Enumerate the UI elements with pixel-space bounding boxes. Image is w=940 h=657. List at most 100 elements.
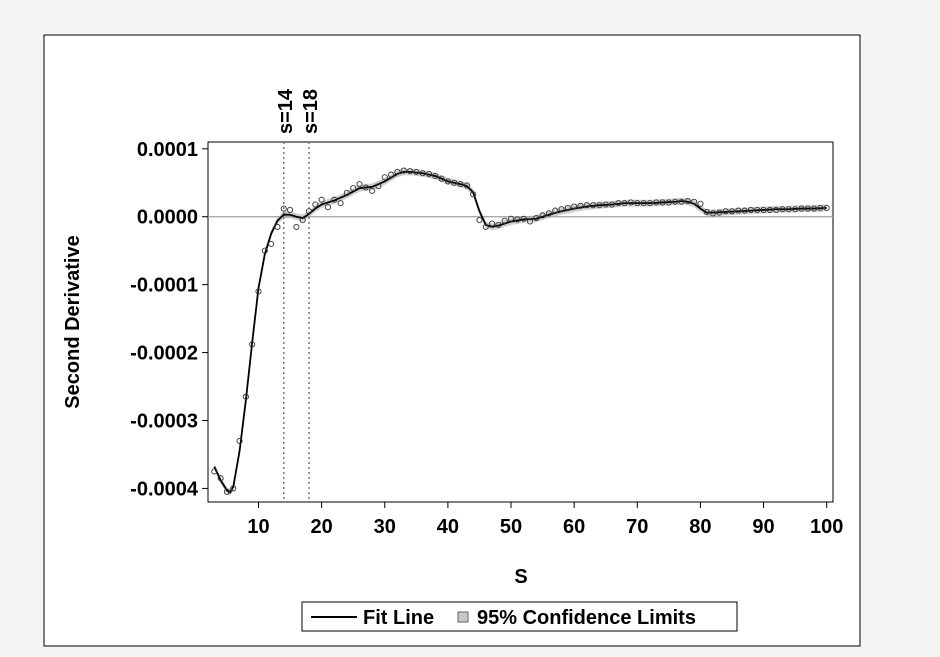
- data-point: [356, 181, 363, 188]
- data-point: [659, 199, 666, 206]
- data-point: [766, 206, 773, 213]
- data-point: [697, 200, 704, 207]
- data-point: [823, 204, 830, 211]
- data-point: [640, 200, 647, 207]
- data-point: [406, 168, 414, 175]
- data-point: [369, 187, 376, 194]
- data-point: [217, 475, 224, 482]
- data-point: [457, 181, 464, 188]
- x-tick-label: 30: [374, 516, 396, 538]
- x-tick-label: 60: [563, 516, 585, 538]
- data-point: [230, 485, 237, 492]
- data-point: [343, 189, 350, 196]
- data-point: [747, 206, 754, 213]
- data-point: [274, 223, 281, 230]
- data-point: [501, 217, 508, 224]
- data-point: [672, 198, 679, 205]
- data-point: [722, 208, 729, 215]
- data-point: [691, 198, 698, 205]
- data-point: [817, 204, 824, 211]
- data-point: [798, 205, 805, 212]
- data-point: [476, 217, 483, 224]
- data-point: [773, 206, 780, 213]
- data-point: [451, 179, 458, 186]
- y-tick-label: -0.0004: [130, 478, 199, 500]
- x-tick-label: 70: [626, 516, 648, 538]
- data-point: [703, 208, 710, 216]
- data-point: [539, 212, 546, 219]
- data-point: [312, 201, 319, 208]
- x-tick-label: 80: [689, 516, 711, 538]
- data-point: [653, 199, 660, 206]
- data-point: [792, 206, 799, 213]
- data-point: [463, 182, 470, 189]
- data-point: [375, 183, 382, 190]
- data-point: [804, 205, 811, 212]
- data-point: [388, 171, 395, 178]
- data-point: [627, 199, 635, 206]
- data-point: [785, 206, 792, 213]
- data-point: [438, 175, 445, 182]
- data-point: [583, 202, 590, 209]
- x-tick-label: 90: [752, 516, 774, 538]
- data-point: [381, 174, 388, 181]
- data-point: [710, 210, 717, 217]
- data-point: [400, 167, 407, 174]
- data-point: [665, 199, 672, 206]
- data-point: [268, 240, 275, 247]
- data-point: [602, 201, 609, 208]
- data-point: [811, 205, 818, 212]
- data-point: [741, 207, 748, 214]
- data-point: [261, 247, 268, 254]
- data-point: [318, 196, 325, 203]
- legend-label-confidence: 95% Confidence Limits: [477, 607, 696, 629]
- x-tick-label: 50: [500, 516, 522, 538]
- y-tick-label: -0.0002: [130, 343, 198, 365]
- data-point: [526, 218, 534, 225]
- data-point: [545, 210, 552, 217]
- data-point: [507, 215, 515, 222]
- data-point: [242, 393, 249, 400]
- data-point: [211, 468, 218, 475]
- data-point: [425, 170, 433, 177]
- data-point: [489, 220, 496, 227]
- data-point: [608, 201, 616, 208]
- data-point: [558, 206, 565, 213]
- data-point: [533, 215, 540, 222]
- data-point: [684, 198, 691, 205]
- data-point: [482, 223, 489, 230]
- data-point: [350, 185, 357, 192]
- legend-band-swatch: [457, 611, 469, 623]
- plot-frame: [207, 141, 834, 503]
- data-point: [634, 200, 641, 207]
- data-point: [280, 205, 287, 212]
- x-tick-label: 40: [437, 516, 459, 538]
- y-tick-label: 0.0000: [137, 207, 198, 229]
- data-point: [236, 437, 243, 444]
- data-point: [735, 207, 742, 214]
- data-point: [444, 178, 451, 185]
- data-point: [596, 202, 603, 209]
- data-point: [716, 209, 723, 216]
- data-point: [615, 200, 622, 207]
- data-point: [419, 170, 426, 177]
- y-tick-label: -0.0001: [130, 275, 198, 297]
- data-point: [287, 206, 294, 213]
- data-point: [754, 206, 761, 213]
- data-point: [577, 202, 584, 209]
- y-tick-label: 0.0001: [137, 139, 198, 161]
- data-point: [470, 191, 477, 198]
- data-point: [564, 204, 571, 211]
- y-tick-label: -0.0003: [130, 410, 198, 432]
- legend: Fit Line 95% Confidence Limits: [301, 601, 738, 632]
- x-axis-label: S: [514, 566, 527, 588]
- data-point: [223, 488, 230, 495]
- data-point: [728, 208, 736, 215]
- data-point: [255, 288, 262, 295]
- data-point: [678, 198, 685, 205]
- data-point: [394, 168, 401, 175]
- data-point: [590, 202, 597, 209]
- data-point: [337, 200, 344, 207]
- data-point: [520, 215, 527, 222]
